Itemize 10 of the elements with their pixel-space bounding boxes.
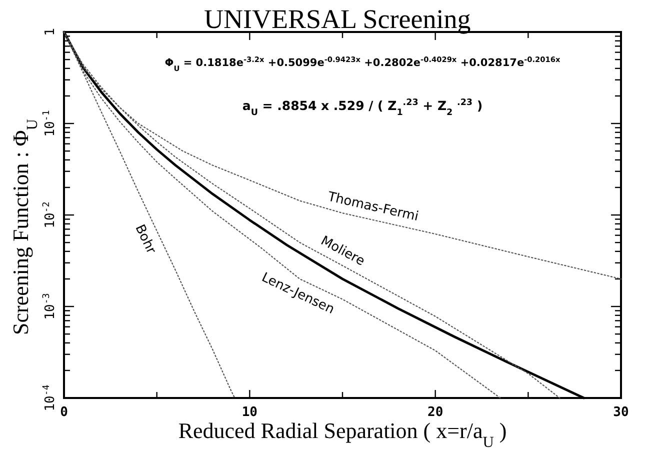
- x-tick-label: 20: [428, 405, 444, 420]
- text: a$_{U}$ = .8854 x .529 / ( Z$_{1}$$^{.23}$ + Z$_{2}$ $^{.23}$ ): [242, 98, 483, 118]
- x-tick-label: 0: [60, 405, 68, 420]
- x-tick-label: 10: [242, 405, 258, 420]
- text: Bohr: [132, 222, 159, 257]
- y-tick-label: 1: [43, 28, 58, 36]
- x-axis-title: Reduced Radial Separation ( x=r/a$_{U}$ ): [178, 418, 507, 450]
- x-tick-label: 30: [613, 405, 629, 420]
- text: Φ$_{U}$ = 0.1818e$^{-3.2x}$ +0.5099e$^{-0.9423x}$ +0.2802e$^{-0.4029x}$ +0.02817e$^{-0.2016x}$: [164, 54, 560, 72]
- chart-title: UNIVERSAL Screening: [204, 4, 471, 34]
